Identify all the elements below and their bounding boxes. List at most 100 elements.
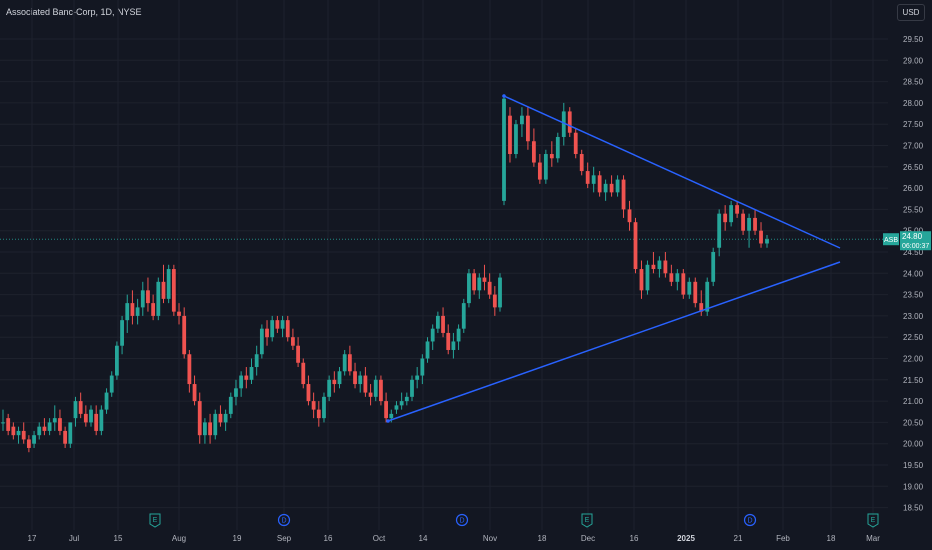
trendlines[interactable]	[386, 94, 841, 423]
candle[interactable]	[615, 175, 620, 197]
candle[interactable]	[358, 371, 363, 393]
candlesticks[interactable]	[1, 94, 769, 453]
candle[interactable]	[187, 349, 192, 393]
candle[interactable]	[639, 260, 644, 299]
candle[interactable]	[265, 320, 269, 346]
candle[interactable]	[415, 367, 420, 389]
candle[interactable]	[156, 277, 161, 321]
candle[interactable]	[89, 405, 93, 427]
candle[interactable]	[502, 94, 506, 206]
candle[interactable]	[717, 209, 722, 257]
candle[interactable]	[42, 418, 47, 436]
candle[interactable]	[109, 371, 114, 397]
candle[interactable]	[537, 154, 542, 184]
candle[interactable]	[280, 315, 285, 338]
candle[interactable]	[63, 426, 68, 448]
candle[interactable]	[585, 162, 590, 189]
candle[interactable]	[68, 422, 73, 448]
candle[interactable]	[747, 213, 751, 248]
candle[interactable]	[254, 345, 259, 376]
upper-trendline[interactable]	[503, 95, 841, 249]
candle[interactable]	[621, 175, 626, 218]
candle[interactable]	[561, 102, 566, 146]
candle[interactable]	[301, 358, 306, 389]
candle[interactable]	[151, 294, 156, 321]
candle[interactable]	[140, 281, 145, 316]
candle[interactable]	[218, 405, 223, 427]
candle[interactable]	[699, 290, 704, 316]
candle[interactable]	[555, 132, 560, 163]
candle[interactable]	[531, 128, 536, 167]
earnings-icon[interactable]: E	[149, 513, 161, 528]
candle[interactable]	[456, 324, 461, 350]
candle[interactable]	[182, 307, 187, 359]
candle[interactable]	[135, 298, 140, 325]
candle[interactable]	[508, 107, 512, 163]
candle[interactable]	[368, 384, 373, 406]
candle[interactable]	[58, 409, 62, 436]
candle[interactable]	[32, 430, 36, 448]
candle[interactable]	[249, 358, 254, 385]
candle[interactable]	[663, 252, 668, 278]
candle[interactable]	[285, 315, 290, 342]
candle[interactable]	[514, 119, 518, 159]
candle[interactable]	[114, 341, 119, 380]
candle[interactable]	[296, 337, 300, 368]
candle[interactable]	[467, 269, 471, 308]
candle[interactable]	[705, 277, 710, 316]
candle[interactable]	[645, 260, 650, 295]
candle[interactable]	[472, 269, 477, 295]
candle[interactable]	[161, 264, 166, 304]
candle[interactable]	[723, 205, 728, 231]
candle[interactable]	[446, 324, 451, 355]
candle[interactable]	[73, 396, 78, 427]
candle[interactable]	[6, 413, 11, 436]
candle[interactable]	[239, 371, 244, 397]
candle[interactable]	[353, 362, 357, 389]
currency-button[interactable]: USD	[897, 4, 925, 21]
candle[interactable]	[275, 315, 280, 333]
candle[interactable]	[228, 392, 233, 419]
candle[interactable]	[332, 371, 337, 393]
candle[interactable]	[1, 409, 5, 431]
candle[interactable]	[171, 264, 176, 316]
candle[interactable]	[94, 405, 99, 436]
candle[interactable]	[735, 200, 740, 218]
candle[interactable]	[213, 409, 218, 440]
candle[interactable]	[130, 290, 135, 325]
candle[interactable]	[441, 307, 445, 338]
candle[interactable]	[681, 269, 686, 299]
candle[interactable]	[177, 303, 181, 325]
candle[interactable]	[651, 252, 656, 274]
candle[interactable]	[47, 418, 52, 436]
candle[interactable]	[669, 264, 674, 287]
candle[interactable]	[492, 286, 497, 316]
candle[interactable]	[461, 298, 466, 333]
candle[interactable]	[373, 375, 378, 402]
candle[interactable]	[259, 324, 264, 359]
candle[interactable]	[394, 401, 399, 414]
time-axis[interactable]: 17 Jul 15 Aug 19 Sep 16 Oct 14 Nov 18 Dec 16 2025 21 Fe…	[28, 534, 881, 543]
candle[interactable]	[765, 234, 769, 248]
dividend-icon[interactable]: D	[455, 513, 469, 527]
candle[interactable]	[487, 273, 492, 299]
candle[interactable]	[363, 367, 368, 397]
candle[interactable]	[203, 418, 207, 444]
price-axis[interactable]: 29.50 29.00 28.50 28.00 27.50 27.00 26.50 26.00…	[903, 35, 924, 513]
candle[interactable]	[78, 392, 83, 419]
candle[interactable]	[482, 264, 487, 291]
candle[interactable]	[526, 107, 530, 150]
candle[interactable]	[347, 345, 352, 376]
candle[interactable]	[430, 324, 435, 350]
candle[interactable]	[609, 175, 614, 197]
candle[interactable]	[234, 379, 238, 406]
candle[interactable]	[549, 141, 554, 167]
candle[interactable]	[197, 392, 202, 444]
trendline-anchor[interactable]	[386, 419, 390, 423]
candle[interactable]	[753, 209, 757, 235]
candle[interactable]	[192, 375, 197, 406]
candle[interactable]	[477, 273, 482, 299]
candle[interactable]	[729, 200, 734, 227]
